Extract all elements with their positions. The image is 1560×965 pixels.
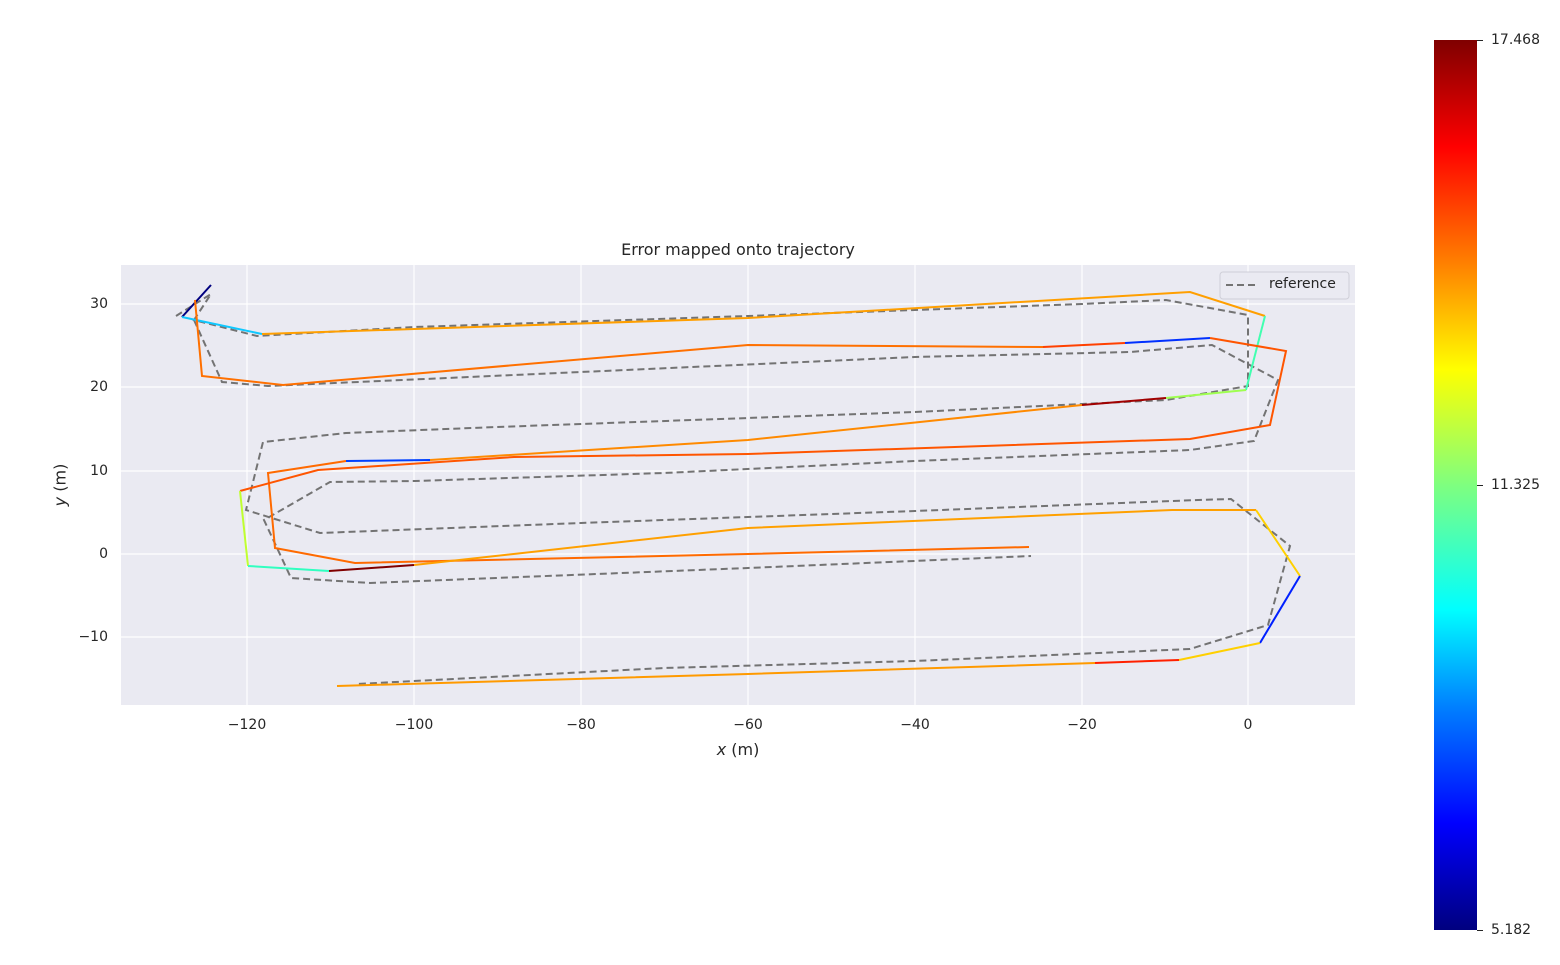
x-tick: −40 xyxy=(900,717,930,733)
legend xyxy=(1219,271,1350,300)
colorbar-min: 5.182 xyxy=(1491,922,1532,938)
y-tick: 20 xyxy=(90,379,108,395)
legend-label: reference xyxy=(1269,276,1336,292)
x-tick: −60 xyxy=(733,717,763,733)
x-axis-label: x (m) xyxy=(716,740,760,759)
reference-trajectory xyxy=(175,293,1292,685)
x-tick: −20 xyxy=(1067,717,1097,733)
y-tick: −10 xyxy=(78,629,108,645)
x-tick: −120 xyxy=(227,717,267,733)
x-tick: 0 xyxy=(1243,717,1253,733)
y-tick: 10 xyxy=(90,463,108,479)
x-tick: −100 xyxy=(394,717,434,733)
colorbar-max: 17.468 xyxy=(1491,32,1540,48)
colorbar-mid: 11.325 xyxy=(1491,477,1540,493)
y-tick: 30 xyxy=(90,296,108,312)
y-tick: 0 xyxy=(99,546,108,562)
x-tick: −80 xyxy=(566,717,596,733)
colorbar xyxy=(1434,40,1477,930)
chart-title: Error mapped onto trajectory xyxy=(621,240,855,259)
